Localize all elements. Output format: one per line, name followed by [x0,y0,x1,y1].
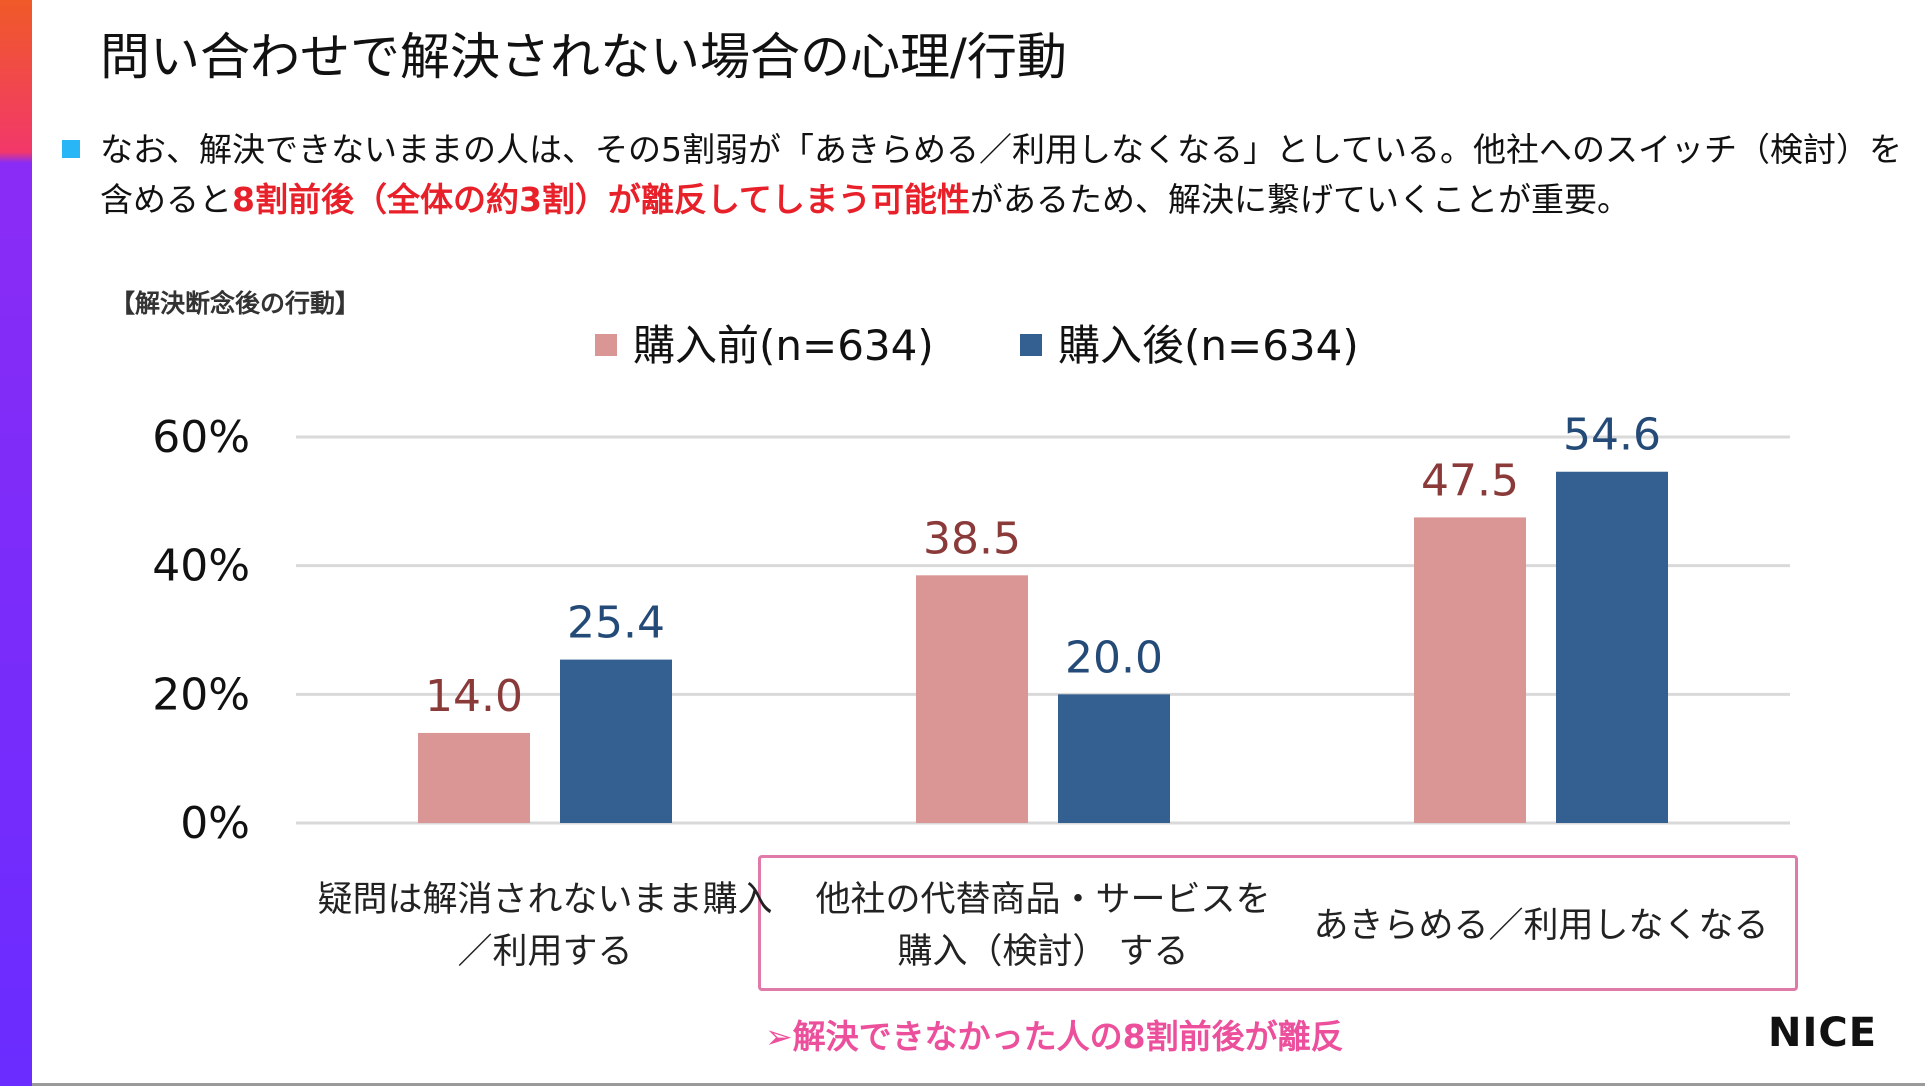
y-tick-label: 0% [180,798,250,849]
bar-before [418,732,530,823]
legend-swatch-after [1020,334,1042,356]
x-category-label-line: 購入（検討） する [897,932,1189,972]
bullet-text-part1: なお、解決できないままの人は、その5割弱が「あきらめる／利用しなくなる」としてい… [100,130,1903,219]
legend-swatch-before [595,334,617,356]
legend-label-after: 購入後(n=634) [1058,321,1359,370]
legend-label-before: 購入前(n=634) [633,321,934,370]
conclusion-text: ➢解決できなかった人の8割前後が離反 [765,1017,1344,1056]
y-tick-label: 40% [152,541,250,592]
data-label: 25.4 [567,598,665,649]
bar-before [1414,517,1526,823]
chart-subtitle: 【解決断念後の行動】 [110,289,361,318]
data-label: 14.0 [425,671,523,722]
bar-after [1058,694,1170,823]
y-tick-label: 60% [152,412,250,463]
bullet-emphasis: 8割前後（全体の約3割）が離反してしまう可能性 [232,180,970,219]
page-title: 問い合わせで解決されない場合の心理/行動 [100,28,1067,86]
x-category-label: 他社の代替商品・サービスを 購入（検討） する [798,874,1288,978]
bar-chart: 0% 20% 40% 60% 14.0 25.4 38.5 20.0 47.5 54.6 [152,410,1790,849]
bullet-text: なお、解決できないままの人は、その5割弱が「あきらめる／利用しなくなる」としてい… [100,125,1910,225]
x-category-label-line: あきらめる／利用しなくなる [1313,906,1769,946]
data-label: 38.5 [923,513,1021,564]
bar-after [560,659,672,823]
accent-bar [0,0,32,1086]
x-category-label: あきらめる／利用しなくなる [1296,900,1786,952]
nice-logo: NICE [1768,1010,1878,1056]
bullet-square-icon [62,140,80,158]
x-category-label-line: 疑問は解消されないまま購入 [317,880,773,920]
data-label: 54.6 [1563,410,1661,461]
bullet-text-part2: があるため、解決に繋げていくことが重要。 [969,180,1630,219]
x-category-label-line: 他社の代替商品・サービスを [815,880,1271,920]
bar-before [916,575,1028,823]
x-category-label-line: ／利用する [457,932,633,972]
bar-after [1556,471,1668,823]
highlight-box [758,855,1798,991]
data-label: 20.0 [1065,632,1163,683]
y-tick-label: 20% [152,669,250,720]
data-label: 47.5 [1421,455,1519,506]
bottom-rule [32,1083,1925,1086]
x-category-label: 疑問は解消されないまま購入 ／利用する [300,874,790,978]
